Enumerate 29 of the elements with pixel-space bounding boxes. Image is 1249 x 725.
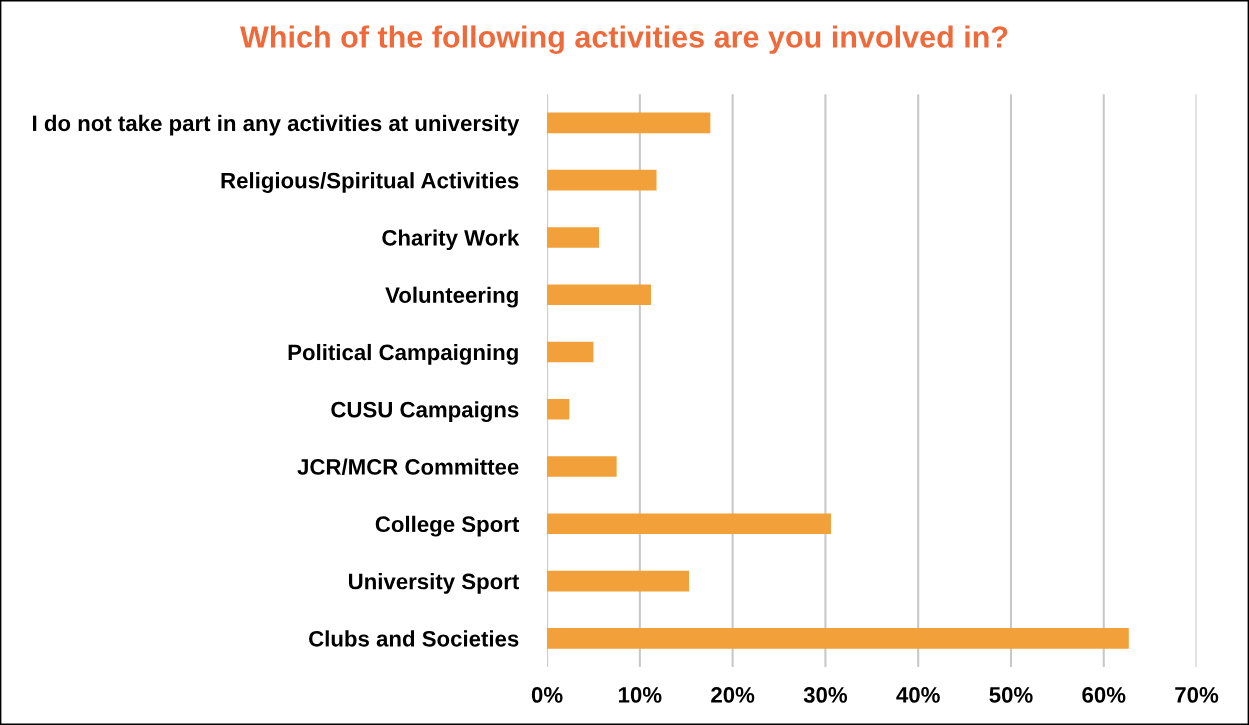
y-tick-label: I do not take part in any activities at university [33, 114, 520, 136]
bar [547, 227, 600, 248]
x-tick-label: 70% [1175, 687, 1219, 703]
bar [547, 628, 1129, 649]
y-tick-label: Political Campaigning [288, 343, 518, 365]
y-tick-label: College Sport [375, 515, 520, 537]
y-tick-label: CUSU Campaigns [331, 401, 519, 423]
bar [547, 513, 831, 535]
x-tick-label: 10% [619, 687, 662, 703]
y-tick-label: Religious/Spiritual Activities [221, 172, 519, 193]
y-tick-label: Clubs and Societies [309, 630, 519, 647]
bar [547, 341, 594, 363]
bar [547, 456, 617, 477]
x-tick-label: 60% [1082, 687, 1126, 703]
y-tick-label: Volunteering [385, 286, 518, 308]
chart-title: Which of the following activities are you involved in? [240, 25, 1008, 54]
x-tick-label: 20% [711, 687, 755, 703]
bar [547, 284, 651, 306]
y-tick-label: Charity Work [382, 229, 520, 251]
bar [547, 169, 657, 191]
bar [547, 398, 570, 420]
x-tick-label: 50% [989, 687, 1033, 703]
y-tick-label: University Sport [348, 573, 520, 594]
x-tick-label: 40% [896, 687, 940, 703]
bar [547, 112, 711, 134]
x-tick-label: 0% [531, 687, 563, 703]
y-tick-label: JCR/MCR Committee [297, 458, 519, 476]
x-tick-label: 30% [803, 687, 848, 703]
bar [547, 570, 690, 592]
